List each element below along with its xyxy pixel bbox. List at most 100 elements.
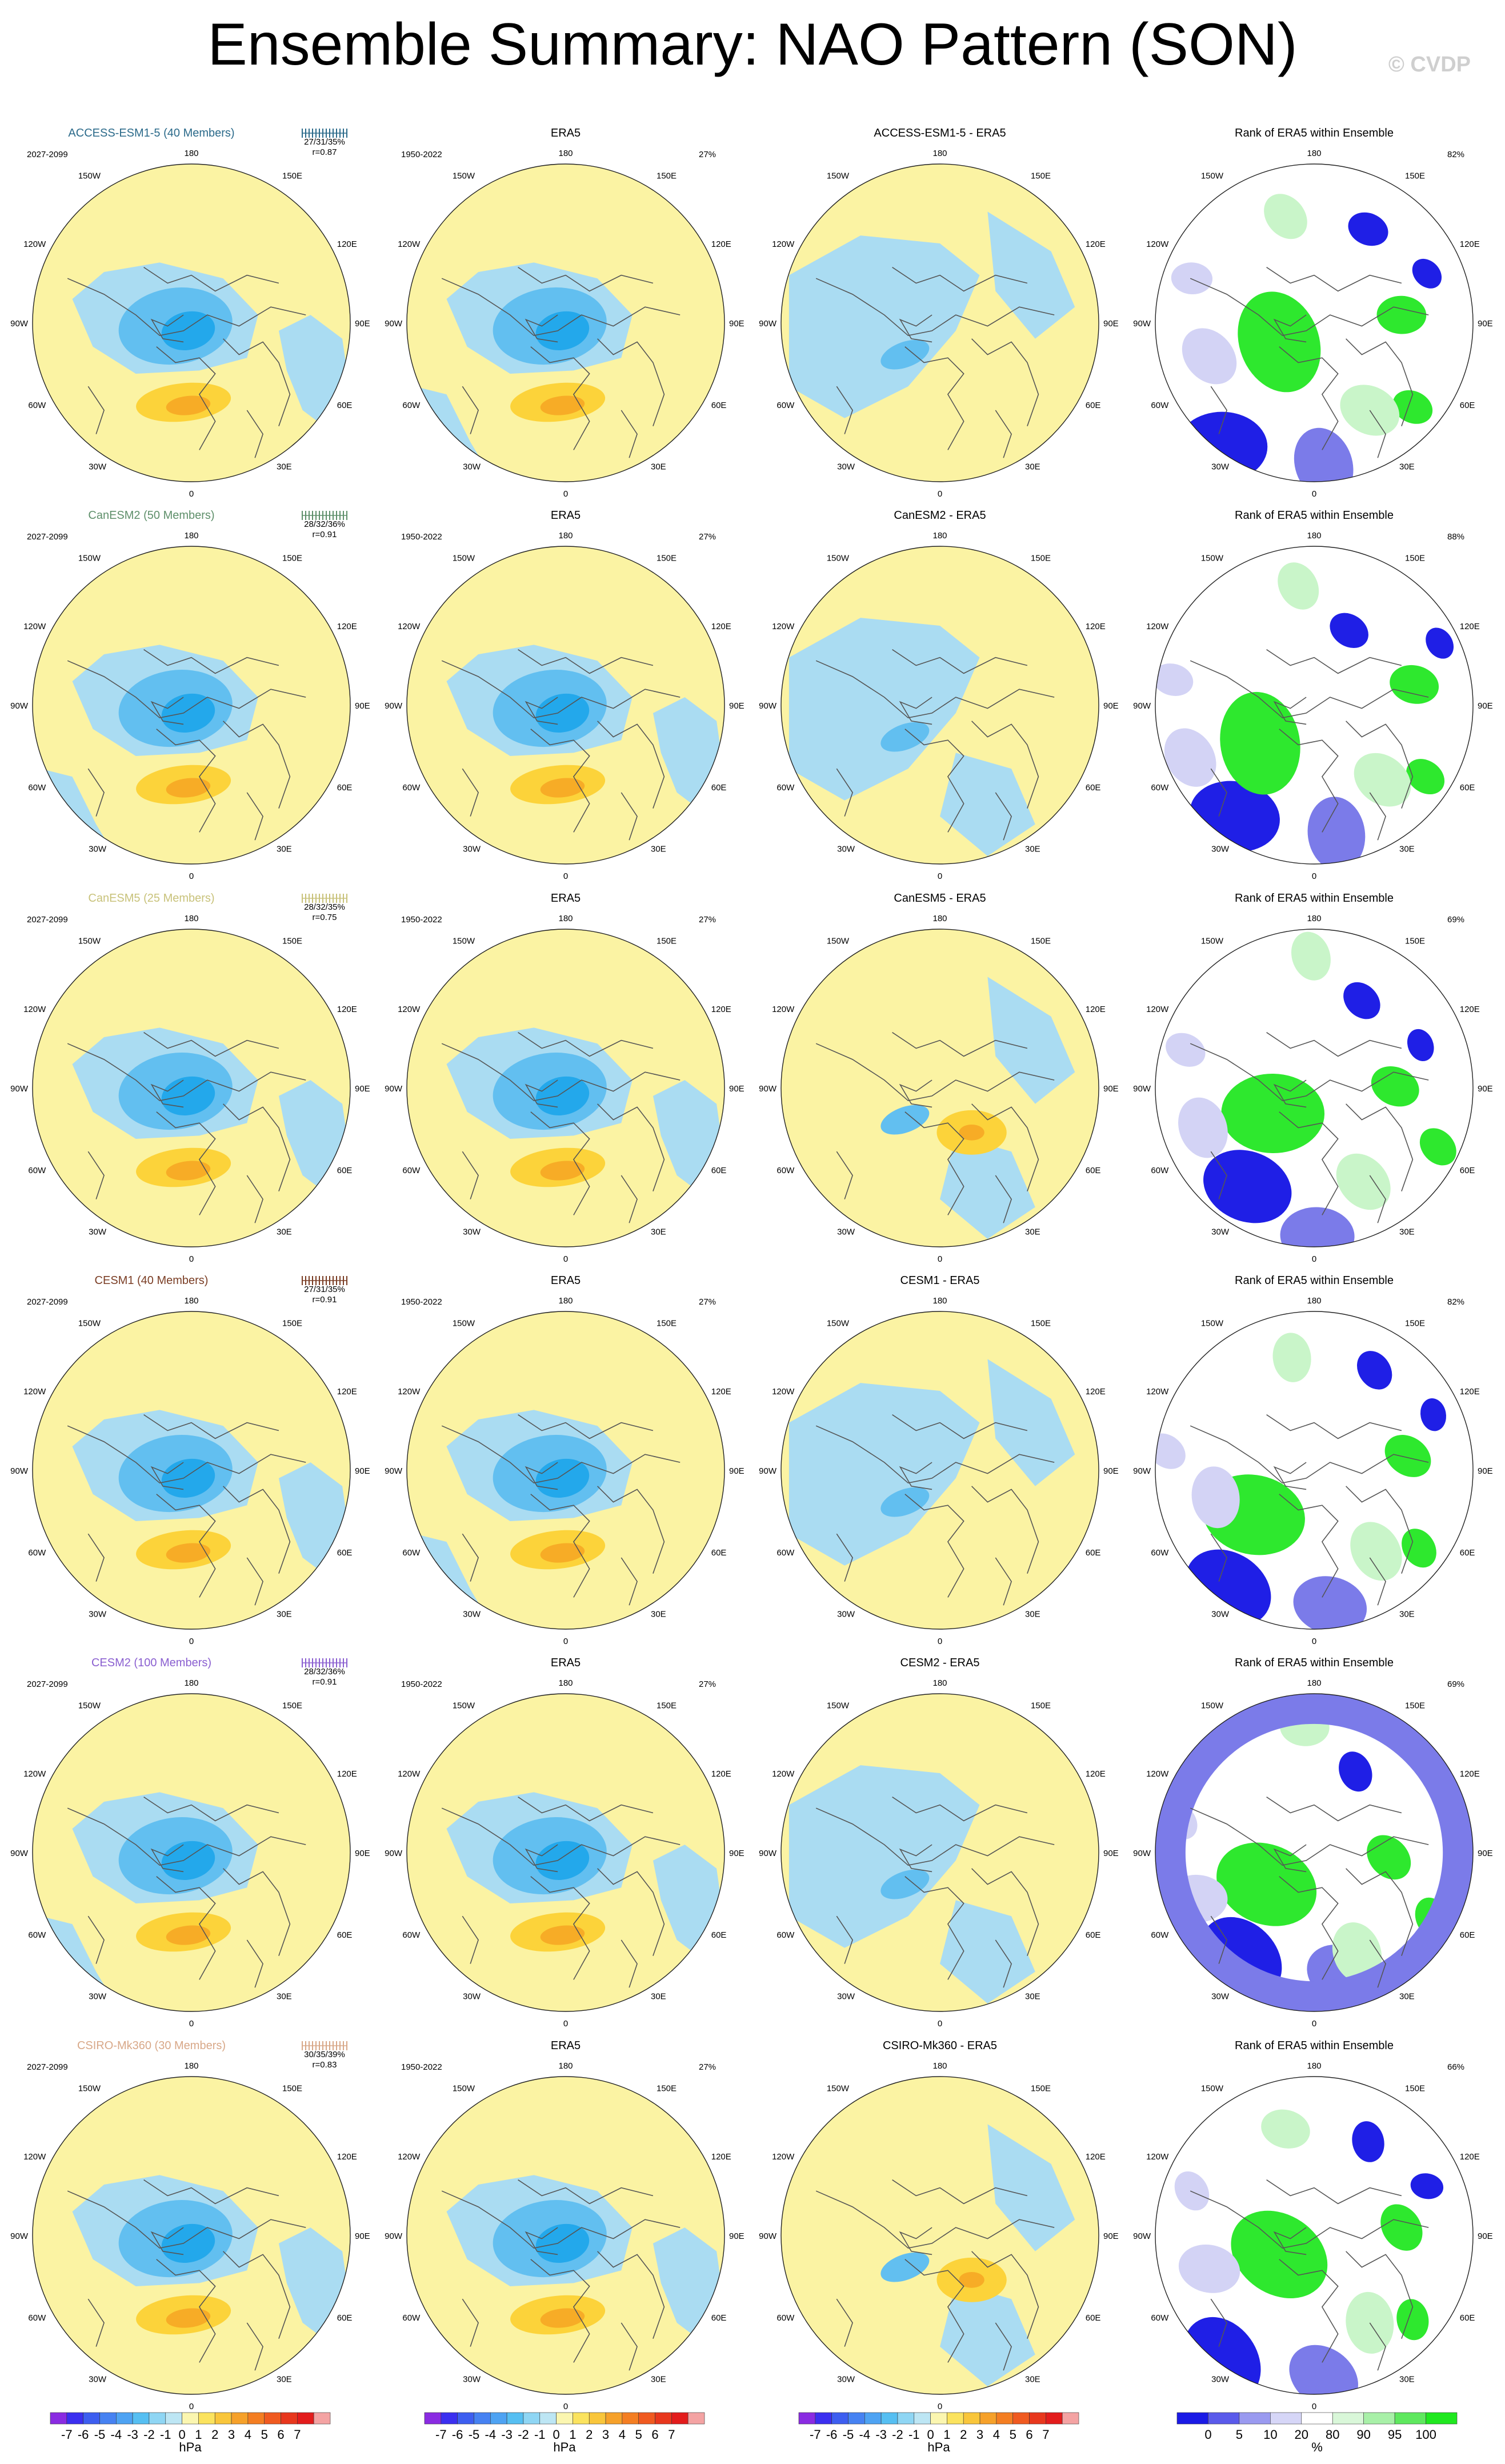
obs-pattern-map-field bbox=[407, 2077, 725, 2394]
stats-member-tick bbox=[336, 894, 337, 903]
longitude-label: 120E bbox=[1460, 2152, 1480, 2162]
longitude-label: 120E bbox=[1460, 622, 1480, 631]
longitude-label: 30W bbox=[837, 1610, 855, 1619]
longitude-label: 150E bbox=[282, 553, 302, 563]
difference-title: CSIRO-Mk360 - ERA5 bbox=[883, 2039, 997, 2052]
longitude-label: 60E bbox=[711, 1166, 727, 1175]
stats-member-tick bbox=[343, 511, 344, 520]
coastline bbox=[150, 1462, 184, 1490]
coastline bbox=[462, 1151, 479, 1199]
longitude-label: 60E bbox=[711, 1930, 727, 1940]
coastline bbox=[971, 338, 1039, 426]
longitude-label: 0 bbox=[1312, 871, 1316, 881]
longitude-label: 180 bbox=[932, 914, 947, 923]
stats-member-tick bbox=[333, 1276, 334, 1285]
stats-member-tick bbox=[319, 1658, 320, 1667]
longitude-label: 150E bbox=[1031, 936, 1051, 946]
obs-pattern-map: 180 150E 120E 90E 60E 30E 0 30W 60W 90W 120W 150W bbox=[385, 531, 745, 881]
longitude-label: 120W bbox=[398, 622, 421, 631]
colorbar-swatch bbox=[1062, 2412, 1079, 2425]
coastline bbox=[246, 1175, 263, 1223]
coastline bbox=[67, 1043, 306, 1102]
longitude-label: 0 bbox=[938, 871, 942, 881]
coastline bbox=[441, 1807, 681, 1866]
longitude-label: 30E bbox=[1025, 2375, 1040, 2385]
coastline bbox=[621, 792, 638, 841]
rank-percent: 69% bbox=[1447, 1679, 1464, 1689]
rank-map: 180 150E 120E 90E 60E 30E 0 30W 60W 90W 120W 150W bbox=[1133, 914, 1493, 1264]
longitude-label: 150W bbox=[78, 171, 101, 181]
colorbar-tick-label: -1 bbox=[160, 2427, 171, 2442]
longitude-label: 90W bbox=[385, 319, 403, 329]
model-period: 2027-2099 bbox=[27, 2062, 68, 2072]
rank-region bbox=[1191, 1466, 1240, 1529]
longitude-label: 30E bbox=[277, 1610, 292, 1619]
longitude-label: 180 bbox=[1307, 1296, 1321, 1306]
map-boundary bbox=[780, 2076, 1099, 2395]
longitude-label: 120E bbox=[1460, 1387, 1480, 1397]
model-stats: 27/31/35% bbox=[304, 137, 345, 147]
longitude-label: 120W bbox=[772, 2152, 795, 2162]
coastline bbox=[1210, 2298, 1227, 2347]
colorbar-swatch bbox=[589, 2412, 606, 2425]
longitude-label: 60E bbox=[1086, 1166, 1101, 1175]
colorbar-tick-label: -2 bbox=[518, 2427, 529, 2442]
coastline bbox=[621, 410, 638, 458]
colorbar-hpa: -7 -6 -5 -4 -3 -2 -1 0 1 2 3 4 5 6 7 hPa bbox=[50, 2412, 331, 2454]
model-stats: 28/32/36% bbox=[304, 1667, 345, 1677]
colorbar-swatch bbox=[247, 2412, 265, 2425]
model-title: CSIRO-Mk360 (30 Members) bbox=[77, 2039, 226, 2052]
longitude-label: 180 bbox=[932, 2061, 947, 2071]
coastline bbox=[597, 338, 665, 426]
model-pattern-map-field bbox=[33, 1694, 350, 2011]
map-boundary bbox=[780, 546, 1099, 865]
stats-member-tick bbox=[309, 2041, 310, 2050]
longitude-label: 30E bbox=[1399, 845, 1415, 854]
longitude-label: 30W bbox=[89, 845, 107, 854]
rank-region bbox=[1264, 194, 1307, 239]
coastline bbox=[1369, 2322, 1386, 2371]
longitude-label: 60E bbox=[337, 2313, 353, 2323]
coastline bbox=[223, 1868, 291, 1956]
longitude-label: 60E bbox=[1086, 1548, 1101, 1558]
stats-member-tick bbox=[343, 1658, 344, 1667]
colorbar-swatch bbox=[115, 2412, 133, 2425]
difference-negative-region bbox=[987, 211, 1075, 339]
longitude-label: 60W bbox=[402, 401, 421, 410]
rank-region bbox=[1231, 2210, 1328, 2298]
coastline bbox=[892, 1797, 1028, 1822]
rank-region bbox=[1339, 1751, 1372, 1792]
difference-negative-region bbox=[987, 1359, 1075, 1486]
longitude-label: 30E bbox=[651, 1227, 666, 1237]
obs-pattern-map-field bbox=[407, 164, 725, 482]
longitude-label: 120E bbox=[1460, 1769, 1480, 1779]
rank-region bbox=[1294, 427, 1354, 482]
colorbar-swatch bbox=[880, 2412, 898, 2425]
longitude-label: 90E bbox=[1103, 701, 1119, 711]
colorbar-rank: 0 5 10 20 80 90 95 100% bbox=[1176, 2412, 1458, 2454]
colorbar-tick-label: -7 bbox=[61, 2427, 73, 2442]
stats-member-tick bbox=[319, 894, 320, 903]
difference-title: CanESM5 - ERA5 bbox=[894, 892, 986, 905]
positive-anomaly-mid bbox=[540, 1543, 585, 1563]
longitude-label: 30E bbox=[1399, 462, 1415, 472]
rank-region bbox=[1406, 759, 1445, 795]
longitude-label: 120W bbox=[398, 1387, 421, 1397]
coastline bbox=[597, 1103, 665, 1191]
coastline bbox=[441, 660, 681, 719]
model-correlation: r=0.91 bbox=[313, 1295, 337, 1305]
stats-member-tick bbox=[305, 1658, 306, 1667]
longitude-label: 60E bbox=[337, 783, 353, 793]
colorbar-swatch bbox=[687, 2412, 705, 2425]
model-stats: 30/35/39% bbox=[304, 2050, 345, 2059]
longitude-label: 60E bbox=[711, 401, 727, 410]
stats-member-tick bbox=[346, 129, 347, 138]
stats-member-tick bbox=[322, 894, 323, 903]
coastline bbox=[995, 2322, 1012, 2371]
longitude-label: 180 bbox=[184, 2061, 198, 2071]
colorbar-swatch bbox=[930, 2412, 947, 2425]
longitude-label: 30W bbox=[89, 1610, 107, 1619]
longitude-label: 150W bbox=[453, 936, 475, 946]
model-pattern-map-field bbox=[33, 929, 350, 1247]
colorbar-swatch bbox=[815, 2412, 832, 2425]
